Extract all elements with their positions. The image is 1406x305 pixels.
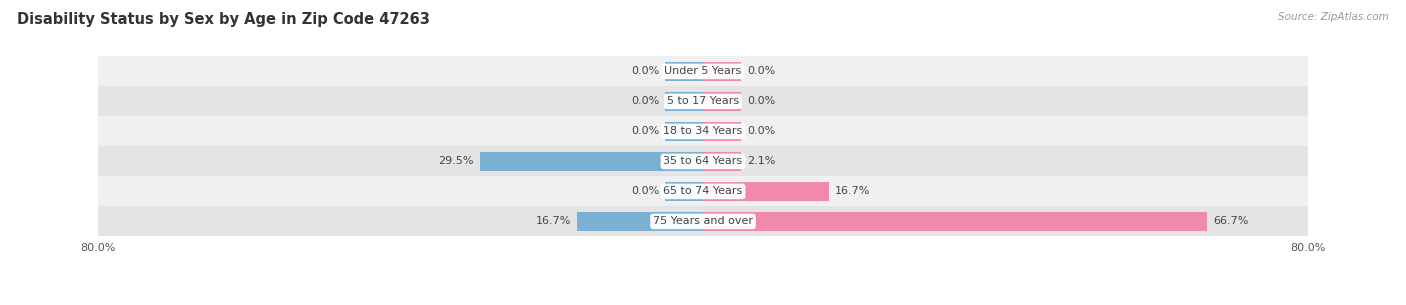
Bar <box>98 56 1308 86</box>
Text: 0.0%: 0.0% <box>631 96 659 106</box>
Text: 0.0%: 0.0% <box>747 96 775 106</box>
Bar <box>576 212 703 231</box>
Bar <box>703 182 830 201</box>
Text: 18 to 34 Years: 18 to 34 Years <box>664 126 742 136</box>
Bar <box>479 152 703 171</box>
Text: 0.0%: 0.0% <box>631 186 659 196</box>
Bar <box>665 92 703 111</box>
Bar <box>98 206 1308 236</box>
Text: Source: ZipAtlas.com: Source: ZipAtlas.com <box>1278 12 1389 22</box>
Text: 16.7%: 16.7% <box>536 217 571 226</box>
Bar <box>703 212 1208 231</box>
Text: Under 5 Years: Under 5 Years <box>665 66 741 76</box>
Bar <box>665 182 703 201</box>
Text: 16.7%: 16.7% <box>835 186 870 196</box>
Bar <box>98 117 1308 146</box>
Text: 66.7%: 66.7% <box>1213 217 1249 226</box>
Bar <box>703 122 741 141</box>
Text: 0.0%: 0.0% <box>747 126 775 136</box>
Bar <box>703 92 741 111</box>
Bar <box>98 176 1308 206</box>
Bar <box>665 122 703 141</box>
Text: 0.0%: 0.0% <box>747 66 775 76</box>
Bar <box>665 62 703 81</box>
Text: 0.0%: 0.0% <box>631 66 659 76</box>
Text: 2.1%: 2.1% <box>747 156 775 167</box>
Text: 5 to 17 Years: 5 to 17 Years <box>666 96 740 106</box>
Bar <box>98 86 1308 117</box>
Text: 75 Years and over: 75 Years and over <box>652 217 754 226</box>
Text: 0.0%: 0.0% <box>631 126 659 136</box>
Text: 35 to 64 Years: 35 to 64 Years <box>664 156 742 167</box>
Text: 29.5%: 29.5% <box>439 156 474 167</box>
Bar <box>98 146 1308 176</box>
Bar <box>703 152 741 171</box>
Text: 65 to 74 Years: 65 to 74 Years <box>664 186 742 196</box>
Bar <box>703 62 741 81</box>
Text: Disability Status by Sex by Age in Zip Code 47263: Disability Status by Sex by Age in Zip C… <box>17 12 430 27</box>
